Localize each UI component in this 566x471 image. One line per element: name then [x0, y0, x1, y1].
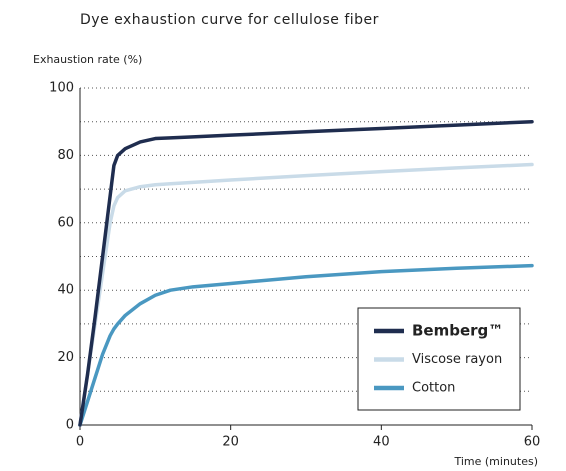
legend-label: Bemberg™ [412, 322, 503, 340]
chart-title: Dye exhaustion curve for cellulose fiber [80, 12, 379, 28]
y-tick-label: 0 [66, 418, 74, 433]
series-line [78, 119, 534, 427]
y-tick-label: 60 [57, 215, 74, 230]
x-axis-label: Time (minutes) [453, 455, 538, 468]
x-tick-label: 40 [373, 435, 390, 450]
x-tick-label: 20 [222, 435, 239, 450]
y-axis-label: Exhaustion rate (%) [33, 53, 142, 66]
x-tick-label: 60 [524, 435, 541, 450]
y-tick-label: 100 [49, 81, 74, 96]
y-tick-label: 40 [57, 283, 74, 298]
x-tick-label: 0 [76, 435, 84, 450]
legend-label: Cotton [412, 381, 455, 396]
y-tick-label: 80 [57, 148, 74, 163]
legend-label: Viscose rayon [412, 352, 502, 367]
y-tick-label: 20 [57, 350, 74, 365]
series-line [78, 263, 534, 427]
